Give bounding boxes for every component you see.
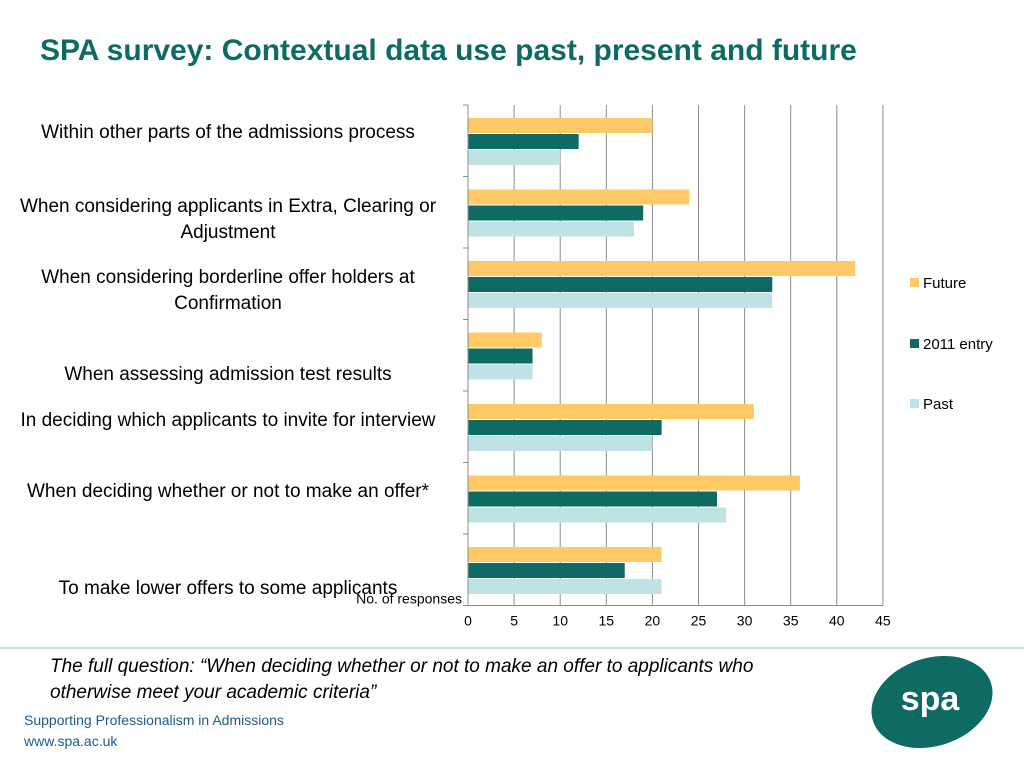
legend-swatch: [910, 278, 919, 287]
x-tick-label: 20: [645, 613, 661, 629]
x-tick-label: 35: [783, 613, 799, 629]
legend-swatch: [910, 399, 919, 408]
legend-label: Past: [923, 396, 954, 413]
category-label: In deciding which applicants to invite f…: [20, 410, 436, 431]
category-label: Within other parts of the admissions pro…: [41, 122, 415, 143]
full-question-note: The full question: “When deciding whethe…: [50, 656, 754, 703]
slide-title: SPA survey: Contextual data use past, pr…: [40, 34, 857, 67]
bar-entry-2011: [468, 277, 773, 292]
x-tick-label: 30: [737, 613, 753, 629]
x-tick-label: 0: [464, 613, 472, 629]
bar-past: [468, 150, 561, 165]
legend-label: 2011 entry: [923, 336, 993, 353]
bar-entry-2011: [468, 348, 533, 364]
legend-item-entry-2011: 2011 entry: [910, 336, 993, 353]
category-label: When assessing admission test results: [64, 364, 392, 385]
legend-item-future: Future: [910, 275, 966, 292]
footer-organisation: Supporting Professionalism in Admissions: [24, 712, 284, 728]
bar-future: [468, 475, 800, 491]
bar-past: [468, 293, 773, 308]
logo-wordmark: spa: [901, 680, 961, 718]
bar-future: [468, 332, 542, 348]
legend-swatch: [910, 339, 919, 348]
x-tick-label: 25: [691, 613, 707, 629]
bar-entry-2011: [468, 491, 717, 507]
x-tick-label: 10: [552, 613, 568, 629]
divider-line: [0, 647, 1024, 649]
bar-future: [468, 261, 856, 276]
bar-future: [468, 404, 754, 419]
bar-entry-2011: [468, 563, 625, 578]
x-axis-title: No. of responses: [356, 591, 462, 607]
x-tick-label: 40: [829, 613, 845, 629]
bar-entry-2011: [468, 134, 579, 149]
category-label: When deciding whether or not to make an …: [26, 481, 430, 502]
bar-past: [468, 579, 662, 594]
bar-future: [468, 118, 653, 133]
bar-past: [468, 221, 634, 237]
bar-future: [468, 189, 690, 205]
category-label: When considering applicants in Extra, Cl…: [19, 196, 437, 243]
x-tick-label: 5: [510, 613, 518, 629]
legend-label: Future: [923, 275, 967, 292]
bar-entry-2011: [468, 205, 644, 221]
bar-past: [468, 507, 727, 523]
bar-past: [468, 436, 653, 451]
legend-item-past: Past: [910, 396, 953, 413]
bar-entry-2011: [468, 420, 662, 435]
x-tick-label: 45: [875, 613, 891, 629]
bar-past: [468, 364, 533, 380]
spa-logo: spa: [871, 655, 993, 749]
x-tick-label: 15: [599, 613, 615, 629]
bar-future: [468, 547, 662, 562]
footer-url[interactable]: www.spa.ac.uk: [24, 733, 118, 749]
bar-chart: 0 5 10 15 20 25 30 35 40 45 No. of responses: [356, 104, 891, 629]
category-label: When considering borderline offer holder…: [41, 267, 415, 314]
category-label: To make lower offers to some applicants: [58, 578, 398, 599]
